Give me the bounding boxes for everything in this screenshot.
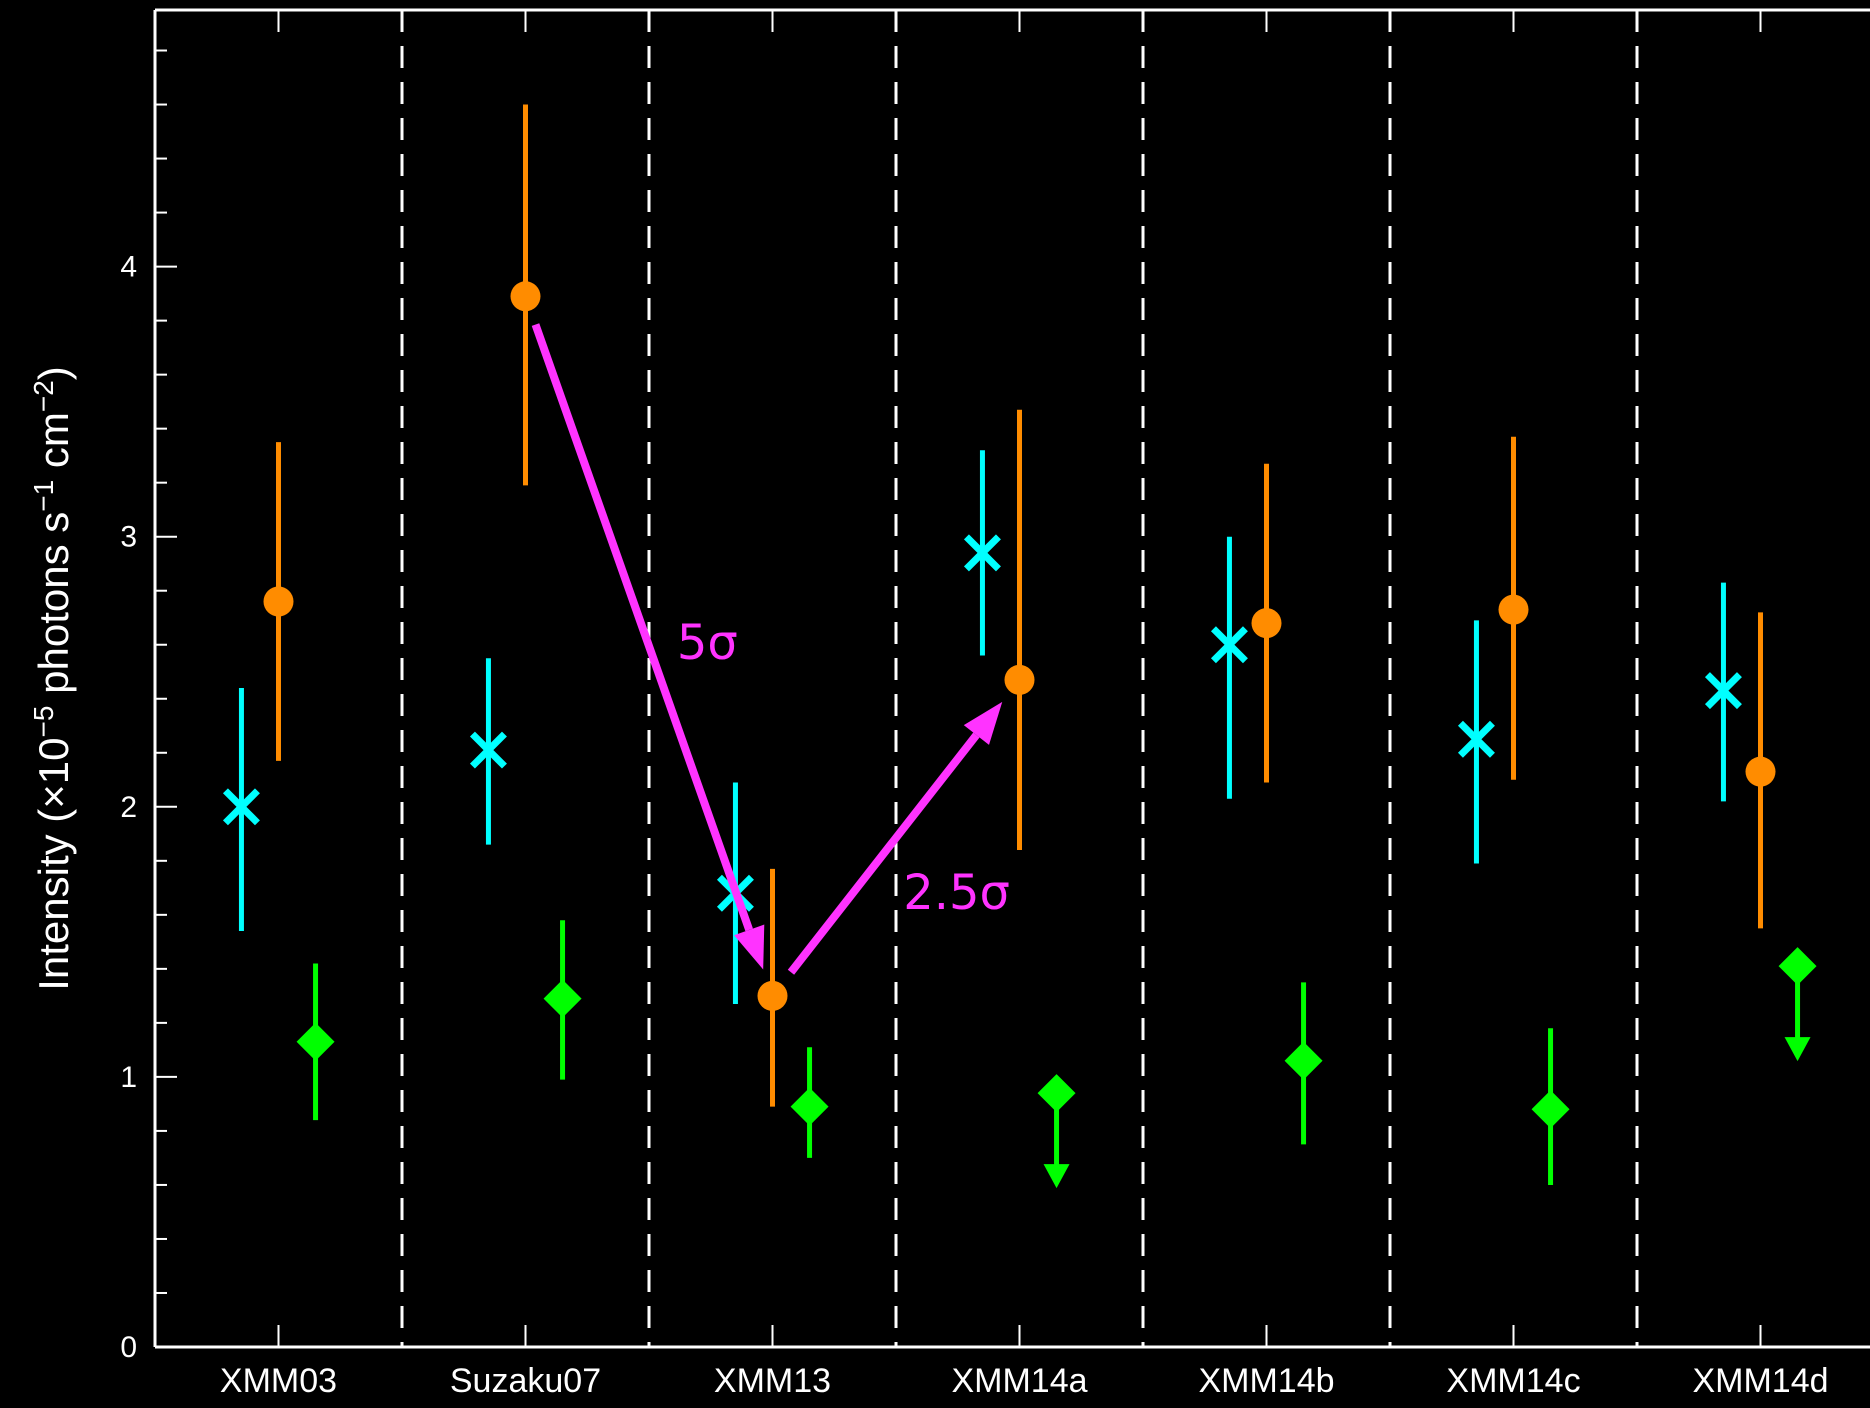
significance-label: 5σ xyxy=(677,615,738,671)
data-point-diamond xyxy=(543,979,582,1018)
data-point-cross xyxy=(469,731,507,769)
significance-arrow xyxy=(531,323,753,932)
data-point-cross xyxy=(1457,720,1495,758)
data-point-cross xyxy=(1210,626,1248,664)
category-dividers xyxy=(400,10,1639,1347)
cross-stroke xyxy=(222,788,260,826)
data-point-circle xyxy=(1745,756,1776,787)
y-tick-label: 0 xyxy=(120,1331,137,1364)
x-tick-label: XMM14c xyxy=(1446,1362,1580,1400)
significance-arrow xyxy=(787,732,980,975)
x-tick-label: XMM03 xyxy=(220,1362,337,1400)
cross-stroke xyxy=(963,534,1001,572)
data-point-diamond xyxy=(1037,1074,1076,1113)
data-point-diamond xyxy=(1531,1090,1570,1129)
x-tick-label: XMM13 xyxy=(714,1362,831,1400)
data-point-circle xyxy=(510,281,541,312)
data-point-cross xyxy=(1704,672,1742,710)
data-point-diamond xyxy=(790,1087,829,1126)
x-tick-label: XMM14d xyxy=(1692,1362,1828,1400)
data-point-circle xyxy=(1251,608,1282,639)
y-axis-label: Intensity (×10−5 photons s−1 cm−2) xyxy=(28,366,78,991)
data-point-circle xyxy=(1498,594,1529,625)
data-point-cross xyxy=(963,534,1001,572)
significance-arrowhead xyxy=(734,924,765,970)
axis-labels: XMM03 Suzaku07 XMM13 XMM14a XMM14b XMM14c XMM1… xyxy=(28,366,1829,1400)
annotations: 5σ 2.5σ xyxy=(531,323,1010,975)
cross-stroke xyxy=(1457,720,1495,758)
y-tick-label: 2 xyxy=(120,791,137,824)
data-point-circle xyxy=(263,586,294,617)
data-point-diamond xyxy=(1284,1041,1323,1080)
data-point-cross xyxy=(222,788,260,826)
x-tick-label: Suzaku07 xyxy=(450,1362,601,1400)
upper-limit-arrowhead xyxy=(1043,1164,1070,1189)
cross-stroke xyxy=(1704,672,1742,710)
upper-limit-arrowhead xyxy=(1784,1037,1811,1062)
x-tick-label: XMM14b xyxy=(1198,1362,1334,1400)
y-tick-label: 4 xyxy=(120,251,137,284)
data-point-circle xyxy=(1004,664,1035,695)
significance-arrowhead xyxy=(963,701,1003,745)
data-point-circle xyxy=(757,980,788,1011)
y-tick-label: 1 xyxy=(120,1061,137,1094)
data-point-diamond xyxy=(1778,947,1817,986)
plot-axes xyxy=(153,8,1870,1349)
data-markers xyxy=(222,281,1817,1129)
significance-label: 2.5σ xyxy=(903,865,1010,921)
axis-ticks: 0 1 2 3 4 xyxy=(120,10,1762,1364)
data-point-diamond xyxy=(296,1022,335,1061)
y-tick-label: 3 xyxy=(120,521,137,554)
cross-stroke xyxy=(469,731,507,769)
x-tick-label: XMM14a xyxy=(951,1362,1087,1400)
cross-stroke xyxy=(1210,626,1248,664)
